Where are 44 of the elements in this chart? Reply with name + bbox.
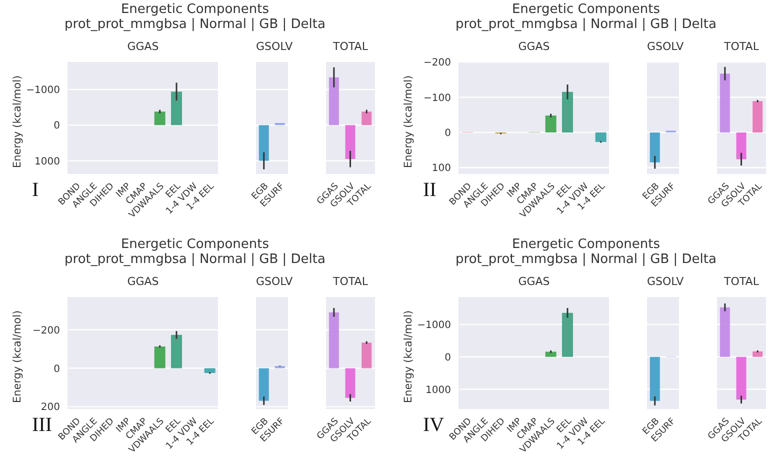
text: III [32, 414, 52, 437]
chart-title: GGAS [126, 275, 160, 290]
chart-title: TOTAL [332, 275, 369, 290]
y-axis-title: Energy (kcal/mol) [12, 75, 24, 168]
y-axis-title: Energy (kcal/mol) [402, 75, 415, 168]
chart-title: GGAS [517, 40, 551, 55]
y-tick-label: 0 [54, 364, 60, 375]
text: Energetic Components [120, 237, 270, 252]
y-tick-label: −200 [424, 58, 451, 69]
text: II [423, 179, 436, 202]
y-tick-label: 100 [432, 163, 451, 174]
y-axis-title: Energy (kcal/mol) [402, 310, 415, 403]
chart-title: GSOLV [647, 275, 684, 290]
text: prot_prot_mmgbsa | Normal | GB | Delta [64, 252, 326, 267]
bar [595, 132, 606, 142]
y-tick-label: 1000 [426, 384, 451, 396]
y-tick-label: 0 [54, 120, 60, 132]
chart-title: GSOLV [256, 275, 293, 290]
y-axis-title: Energy (kcal/mol) [12, 310, 24, 403]
y-tick-label: 200 [40, 402, 60, 414]
text: prot_prot_mmgbsa | Normal | GB | Delta [454, 252, 718, 267]
y-tick-label: −100 [424, 92, 451, 104]
chart-title: GSOLV [256, 40, 293, 55]
text: Energetic Components [510, 2, 662, 17]
chart-title: TOTAL [332, 40, 369, 55]
y-tick-label: 0 [444, 352, 451, 364]
chart-title: GGAS [126, 40, 160, 55]
chart-title: TOTAL [723, 275, 760, 290]
text: prot_prot_mmgbsa | Normal | GB | Delta [454, 17, 718, 32]
chart-title: TOTAL [723, 40, 760, 55]
chart-title: GSOLV [647, 40, 684, 55]
text: Energetic Components [510, 237, 662, 252]
text: I [32, 179, 39, 202]
bar [562, 92, 573, 132]
chart-title: GGAS [517, 275, 551, 290]
y-tick-label: −1000 [417, 320, 451, 332]
y-tick-label: 0 [444, 128, 451, 139]
y-tick-label: −1000 [26, 85, 60, 96]
bar [545, 116, 556, 132]
y-tick-label: −200 [32, 325, 60, 336]
text: prot_prot_mmgbsa | Normal | GB | Delta [64, 17, 326, 32]
text: Energetic Components [120, 2, 270, 17]
y-tick-label: 1000 [34, 156, 60, 168]
text: IV [423, 414, 444, 437]
